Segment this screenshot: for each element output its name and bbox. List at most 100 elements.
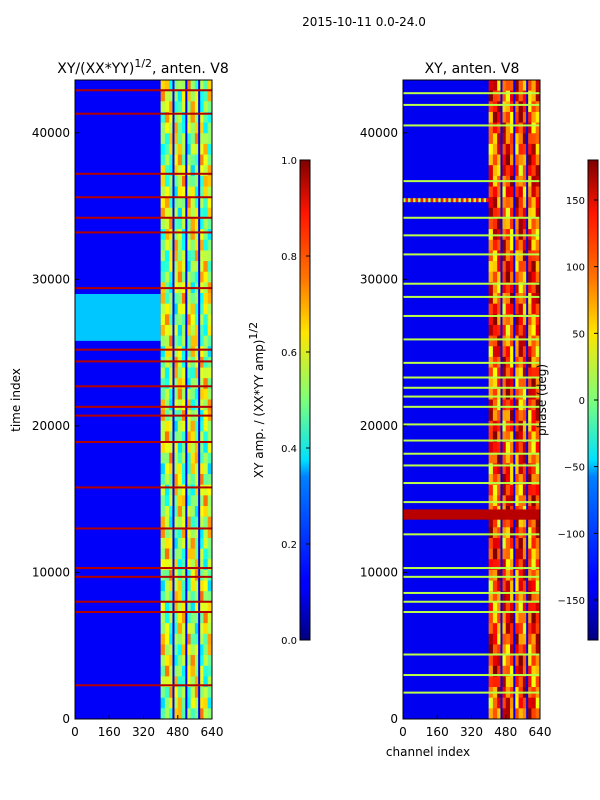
heatmap-active-cell xyxy=(501,420,507,432)
heatmap-active-cell xyxy=(169,143,174,155)
y-tick-label: 30000 xyxy=(32,272,70,286)
heatmap-active-cell xyxy=(514,442,519,454)
heatmap-active-cell xyxy=(186,175,191,187)
heatmap-active-cell xyxy=(488,218,494,230)
heatmap-active-cell xyxy=(194,548,200,560)
heatmap-flagged-row xyxy=(75,527,212,530)
heatmap-active-cell xyxy=(531,367,537,379)
heatmap-active-cell xyxy=(527,474,532,485)
heatmap-active-cell xyxy=(177,165,183,177)
heatmap-active-cell xyxy=(194,133,200,145)
heatmap-active-cell xyxy=(527,165,532,177)
heatmap-active-cell xyxy=(518,495,524,507)
heatmap-active-cell xyxy=(501,484,507,496)
heatmap-active-cell xyxy=(488,474,494,485)
x-tick-label: 320 xyxy=(132,725,155,739)
heatmap-active-cell xyxy=(497,80,502,91)
heatmap-active-cell xyxy=(203,612,209,624)
heatmap-active-cell xyxy=(492,410,498,422)
heatmap-active-cell xyxy=(531,420,537,432)
heatmap-flagged-row xyxy=(403,376,540,379)
heatmap-active-cell xyxy=(190,293,196,304)
heatmap-active-cell xyxy=(207,101,213,113)
heatmap-active-cell xyxy=(160,495,166,507)
heatmap-flagged-row xyxy=(403,180,540,183)
heatmap-active-cell xyxy=(160,80,166,91)
heatmap-flagged-row xyxy=(403,464,540,467)
heatmap-active-cell xyxy=(488,516,494,528)
heatmap-active-cell xyxy=(535,261,541,272)
heatmap-active-cell xyxy=(199,463,204,475)
heatmap-active-cell xyxy=(518,569,524,581)
heatmap-active-cell xyxy=(488,303,494,315)
heatmap-active-cell xyxy=(203,623,209,635)
heatmap-active-cell xyxy=(169,346,174,358)
heatmap-active-cell xyxy=(203,687,209,698)
heatmap-active-cell xyxy=(207,346,213,358)
heatmap-active-cell xyxy=(527,676,532,688)
heatmap-active-cell xyxy=(522,207,528,219)
heatmap-active-cell xyxy=(535,335,541,347)
heatmap-active-cell xyxy=(173,548,179,560)
heatmap-active-cell xyxy=(488,548,494,560)
heatmap-active-cell xyxy=(514,388,519,400)
heatmap-active-cell xyxy=(501,388,507,400)
heatmap-active-cell xyxy=(492,282,498,294)
heatmap-noisy-cell xyxy=(423,198,426,203)
heatmap-active-cell xyxy=(199,623,204,635)
heatmap-active-cell xyxy=(505,601,511,613)
heatmap-active-cell xyxy=(514,601,519,613)
heatmap-active-cell xyxy=(505,154,511,166)
heatmap-active-cell xyxy=(164,271,170,283)
heatmap-active-cell xyxy=(492,559,498,571)
heatmap-active-cell xyxy=(164,111,170,123)
heatmap-active-cell xyxy=(186,186,191,198)
heatmap-active-cell xyxy=(505,537,511,549)
heatmap-noisy-cell xyxy=(443,198,446,203)
heatmap-active-cell xyxy=(497,601,502,613)
heatmap-active-cell xyxy=(531,271,537,283)
heatmap-active-cell xyxy=(501,197,507,209)
heatmap-active-cell xyxy=(190,133,196,145)
heatmap-active-cell xyxy=(514,665,519,677)
heatmap-active-cell xyxy=(207,463,213,475)
heatmap-active-cell xyxy=(173,633,179,645)
heatmap-active-cell xyxy=(177,569,183,581)
heatmap-active-cell xyxy=(190,676,196,688)
heatmap-active-cell xyxy=(182,548,187,560)
heatmap-active-cell xyxy=(190,261,196,272)
heatmap-active-cell xyxy=(518,154,524,166)
heatmap-active-cell xyxy=(514,708,519,720)
heatmap-active-cell xyxy=(492,218,498,230)
heatmap-active-cell xyxy=(505,261,511,272)
heatmap-active-cell xyxy=(492,420,498,432)
heatmap-active-cell xyxy=(527,186,532,198)
heatmap-flagged-row xyxy=(403,216,540,219)
heatmap-active-cell xyxy=(160,516,166,528)
heatmap-active-cell xyxy=(203,484,209,496)
heatmap-active-cell xyxy=(194,463,200,475)
heatmap-active-cell xyxy=(190,378,196,390)
panel-phase-x-ticks: 0 160 320 480 640 xyxy=(399,715,551,739)
heatmap-active-cell xyxy=(527,378,532,390)
heatmap-active-cell xyxy=(177,324,183,336)
heatmap-active-cell xyxy=(514,324,519,336)
heatmap-flagged-row xyxy=(75,112,212,115)
heatmap-active-cell xyxy=(531,612,537,624)
heatmap-active-cell xyxy=(488,186,494,198)
heatmap-flagged-row xyxy=(403,533,540,536)
heatmap-active-cell xyxy=(207,261,213,272)
heatmap-active-cell xyxy=(497,527,502,539)
heatmap-active-cell xyxy=(203,314,209,326)
heatmap-active-cell xyxy=(522,431,528,443)
heatmap-active-cell xyxy=(505,410,511,422)
heatmap-active-cell xyxy=(505,676,511,688)
heatmap-active-cell xyxy=(177,218,183,230)
heatmap-active-cell xyxy=(186,250,191,262)
heatmap-active-cell xyxy=(501,623,507,635)
heatmap-flagged-row xyxy=(75,611,212,614)
heatmap-active-cell xyxy=(199,293,204,304)
heatmap-active-cell xyxy=(492,601,498,613)
heatmap-active-cell xyxy=(514,335,519,347)
heatmap-active-cell xyxy=(492,484,498,496)
